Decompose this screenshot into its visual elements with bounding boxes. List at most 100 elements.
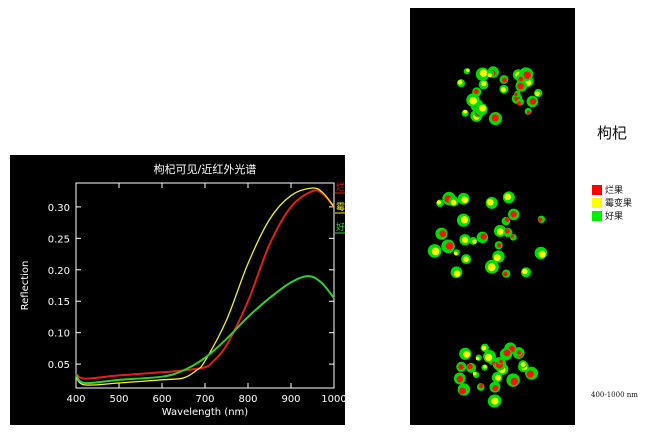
spectrum-chart: 枸杞可见/近红外光谱 400 500 600 700 800 900 1000 0.05 0.10… <box>10 155 345 425</box>
leaf-mark <box>510 377 518 386</box>
x-tick-label: 1000 <box>321 394 345 405</box>
legend-label: 好果 <box>336 221 345 233</box>
leaf-mark <box>463 109 468 114</box>
leaf-mark <box>457 80 463 85</box>
leaf-mark <box>453 251 458 256</box>
leaf-mark <box>520 362 526 367</box>
leaf-mark <box>487 263 496 272</box>
side-legend-item: 霉变果 <box>592 196 632 209</box>
leaf-mark <box>522 268 528 275</box>
legend-label: 霉变果 <box>605 199 633 209</box>
leaf-mark <box>526 110 531 115</box>
leaf-mark <box>503 349 511 357</box>
leaf-mark <box>517 82 524 90</box>
legend-label: 好果 <box>605 212 624 222</box>
leaf-mark <box>480 233 487 240</box>
y-tick-label: 0.30 <box>48 203 70 214</box>
leaf-mark <box>472 371 477 376</box>
leaf-mark <box>518 76 524 82</box>
series-line <box>75 189 335 380</box>
leaf-mark <box>487 73 492 78</box>
leaf-mark <box>466 68 470 72</box>
leaf-mark <box>514 92 518 97</box>
leaf-mark <box>463 256 469 263</box>
side-legend-item: 烂果 <box>592 183 623 196</box>
leaf-mark <box>479 383 484 388</box>
leaf-mark <box>479 104 486 112</box>
y-tick-label: 0.20 <box>48 266 70 277</box>
leaf-mark <box>535 91 540 96</box>
leaf-mark <box>481 80 487 87</box>
chart-title: 枸杞可见/近红外光谱 <box>154 162 257 176</box>
x-tick-label: 700 <box>195 394 214 405</box>
leaf-mark <box>526 370 534 378</box>
leaf-mark <box>538 217 543 222</box>
leaf-mark <box>450 199 457 206</box>
leaf-mark <box>439 230 447 237</box>
leaf-mark <box>504 193 512 201</box>
legend-swatch <box>592 197 602 208</box>
y-tick-label: 0.10 <box>48 329 70 340</box>
legend-swatch <box>592 210 602 221</box>
leaf-mark <box>486 199 494 206</box>
leaf-mark <box>523 71 532 79</box>
y-tick-label: 0.25 <box>48 234 70 245</box>
legend-label: 烂果 <box>336 182 345 193</box>
x-tick-label: 900 <box>281 394 300 405</box>
leaf-mark <box>461 196 469 204</box>
leaf-mark <box>504 217 510 222</box>
leaf-mark <box>504 228 510 234</box>
leaf-mark <box>463 351 470 358</box>
leaf-mark <box>491 114 499 122</box>
y-tick-label: 0.05 <box>48 360 70 371</box>
leaf-mark <box>503 271 508 277</box>
x-axis-label: Wavelength (nm) <box>162 407 248 418</box>
legend-label: 霉变果 <box>336 201 345 213</box>
leaf-mark <box>529 98 537 105</box>
leaf-mark <box>456 375 464 383</box>
leaf-mark <box>453 270 461 277</box>
leaf-mark <box>538 250 546 258</box>
leaf-mark <box>460 216 469 224</box>
leaf-mark <box>475 356 480 361</box>
series-line <box>75 187 335 386</box>
leaf-mark <box>496 243 502 248</box>
leaf-mark <box>491 397 499 405</box>
legend-swatch <box>592 184 602 195</box>
leaf-mark <box>493 254 501 262</box>
leaf-mark <box>436 200 441 205</box>
leaf-mark <box>469 97 477 105</box>
leaf-mark <box>467 363 473 370</box>
side-legend-item: 好果 <box>592 209 623 222</box>
series-line <box>75 275 335 385</box>
leaf-mark <box>458 387 466 395</box>
leaf-mark <box>472 239 477 244</box>
leaf-mark <box>481 345 487 351</box>
side-title: 枸杞 <box>597 124 628 142</box>
leaf-mark <box>461 236 469 244</box>
x-tick-label: 400 <box>66 394 85 405</box>
leaf-mark <box>516 350 522 355</box>
leaf-mark <box>479 69 488 77</box>
leaf-mark <box>500 87 506 93</box>
leaf-mark <box>483 364 487 369</box>
leaf-mark <box>517 101 522 106</box>
y-tick-label: 0.15 <box>48 297 70 308</box>
leaf-mark <box>431 247 440 256</box>
wolfberry-classification-image <box>410 8 575 425</box>
leaf-mark <box>492 385 499 392</box>
y-axis-label: Reflection <box>20 261 31 311</box>
leaf-mark <box>495 374 501 381</box>
x-tick-label: 500 <box>109 394 128 405</box>
leaf-mark <box>499 359 503 364</box>
leaf-mark <box>496 228 504 235</box>
leaf-mark <box>473 88 479 95</box>
legend-label: 烂果 <box>605 186 624 196</box>
leaf-mark <box>485 353 493 361</box>
x-tick-label: 600 <box>152 394 171 405</box>
leaf-mark <box>445 242 454 250</box>
x-tick-label: 800 <box>238 394 257 405</box>
wavelength-range: 400-1000 nm <box>591 391 638 399</box>
leaf-mark <box>510 210 517 218</box>
leaf-mark <box>458 364 464 370</box>
